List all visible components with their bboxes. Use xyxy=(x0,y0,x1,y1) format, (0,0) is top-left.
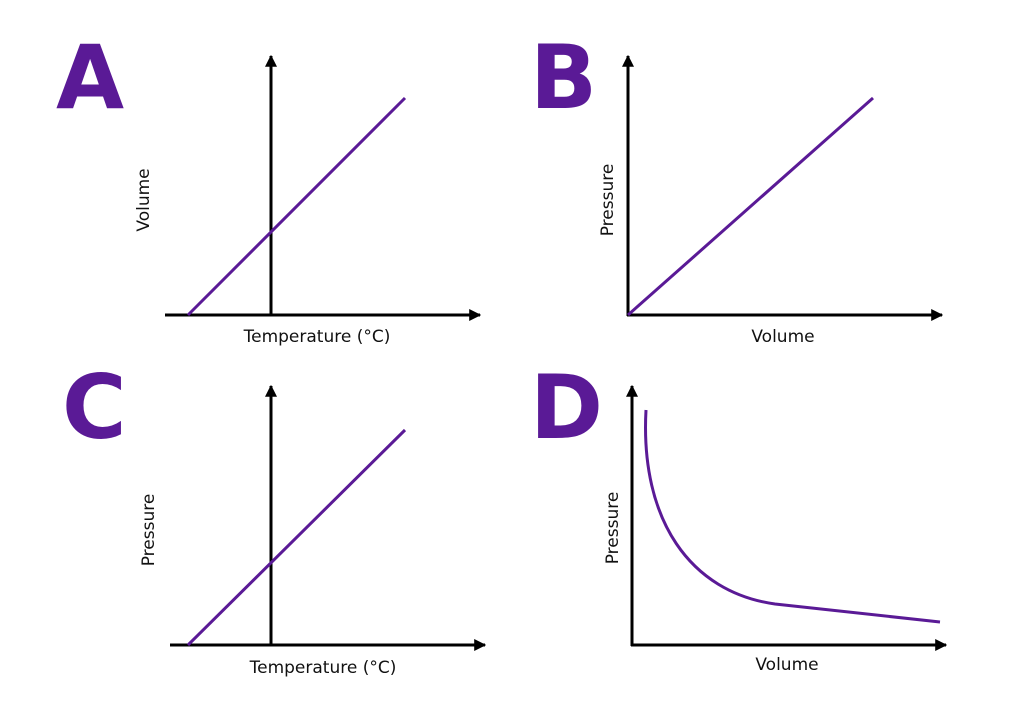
panel-letter: C xyxy=(62,356,127,459)
panel-d: D Pressure Volume xyxy=(530,356,948,675)
curve xyxy=(644,409,941,624)
panel-a: A Volume Temperature (°C) xyxy=(56,26,482,347)
x-label: Volume xyxy=(751,327,814,347)
x-label: Volume xyxy=(755,655,818,675)
y-label: Pressure xyxy=(139,494,159,567)
panel-c: C Pressure Temperature (°C) xyxy=(62,356,487,678)
panel-letter: B xyxy=(530,26,597,129)
y-label: Volume xyxy=(134,168,154,231)
curve xyxy=(627,96,874,317)
panel-b: B Pressure Volume xyxy=(530,26,944,347)
x-label: Temperature (°C) xyxy=(243,327,391,347)
panel-letter: A xyxy=(56,26,124,129)
y-label: Pressure xyxy=(598,164,618,237)
curve xyxy=(186,96,407,317)
panel-letter: D xyxy=(530,356,603,459)
x-label: Temperature (°C) xyxy=(249,658,397,678)
y-label: Pressure xyxy=(603,492,623,565)
curve xyxy=(186,428,407,647)
